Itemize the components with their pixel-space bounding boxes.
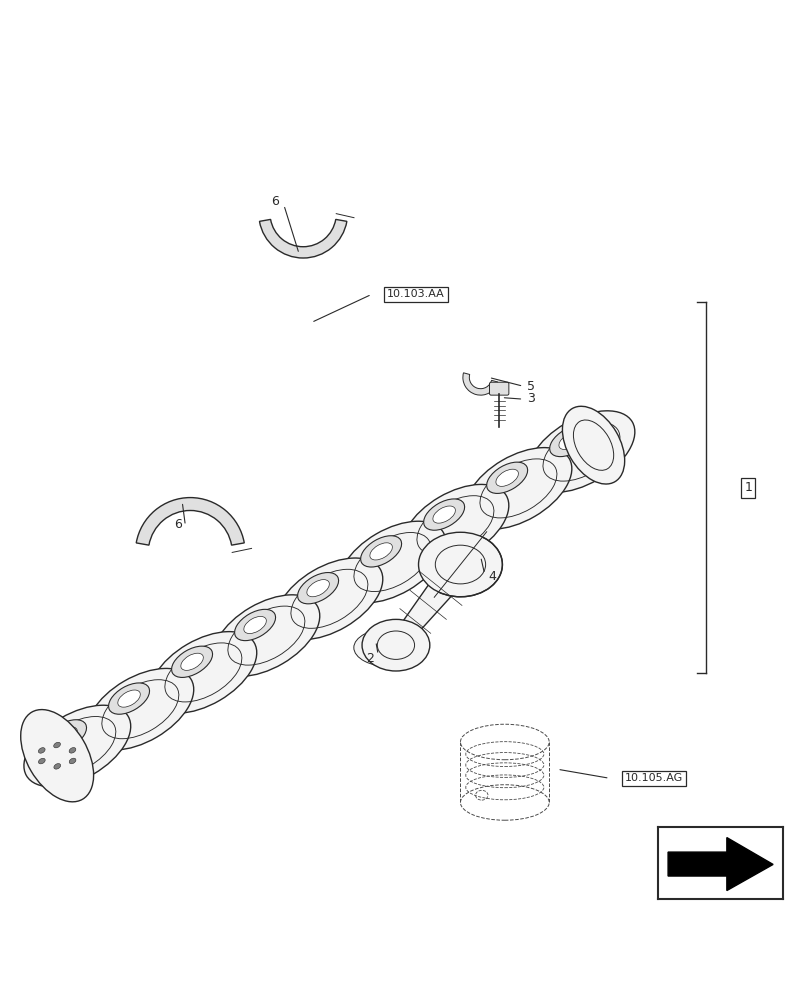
Text: 6: 6 xyxy=(271,195,279,208)
Ellipse shape xyxy=(562,406,625,484)
Ellipse shape xyxy=(496,469,519,486)
Wedge shape xyxy=(137,498,244,545)
Ellipse shape xyxy=(276,558,383,640)
Ellipse shape xyxy=(24,705,131,787)
Wedge shape xyxy=(259,219,347,258)
Ellipse shape xyxy=(423,499,465,530)
Ellipse shape xyxy=(360,536,402,567)
Wedge shape xyxy=(463,373,498,395)
Ellipse shape xyxy=(31,722,83,789)
Ellipse shape xyxy=(465,448,572,529)
Text: 10.105.AG: 10.105.AG xyxy=(625,773,684,783)
Ellipse shape xyxy=(528,411,635,492)
Ellipse shape xyxy=(433,506,456,523)
Ellipse shape xyxy=(87,668,194,750)
Ellipse shape xyxy=(486,462,528,493)
Ellipse shape xyxy=(559,432,582,450)
Ellipse shape xyxy=(69,748,76,753)
Ellipse shape xyxy=(549,425,591,457)
Ellipse shape xyxy=(362,619,430,671)
Text: 3: 3 xyxy=(528,392,536,405)
Ellipse shape xyxy=(69,758,76,764)
Ellipse shape xyxy=(234,609,276,641)
Ellipse shape xyxy=(39,748,45,753)
Ellipse shape xyxy=(213,595,320,676)
Ellipse shape xyxy=(118,690,141,707)
Ellipse shape xyxy=(39,758,45,764)
Ellipse shape xyxy=(53,742,61,748)
Text: 10.103.AA: 10.103.AA xyxy=(387,289,445,299)
Ellipse shape xyxy=(339,521,446,603)
Text: 5: 5 xyxy=(528,380,536,393)
Ellipse shape xyxy=(54,764,61,769)
Ellipse shape xyxy=(21,710,94,802)
Ellipse shape xyxy=(297,573,339,604)
Ellipse shape xyxy=(402,484,509,566)
Ellipse shape xyxy=(171,646,213,677)
Text: 1: 1 xyxy=(744,481,752,494)
Ellipse shape xyxy=(181,653,204,670)
Text: 4: 4 xyxy=(489,570,497,583)
Ellipse shape xyxy=(45,720,86,751)
Ellipse shape xyxy=(108,683,149,714)
Ellipse shape xyxy=(150,632,257,713)
Ellipse shape xyxy=(244,616,267,634)
Ellipse shape xyxy=(370,543,393,560)
Text: 2: 2 xyxy=(366,652,374,665)
Ellipse shape xyxy=(307,580,330,597)
Ellipse shape xyxy=(354,628,428,667)
Ellipse shape xyxy=(55,727,78,744)
FancyBboxPatch shape xyxy=(490,382,509,395)
Text: 6: 6 xyxy=(175,518,182,531)
Ellipse shape xyxy=(419,532,503,597)
Polygon shape xyxy=(389,555,472,650)
Ellipse shape xyxy=(42,736,73,775)
